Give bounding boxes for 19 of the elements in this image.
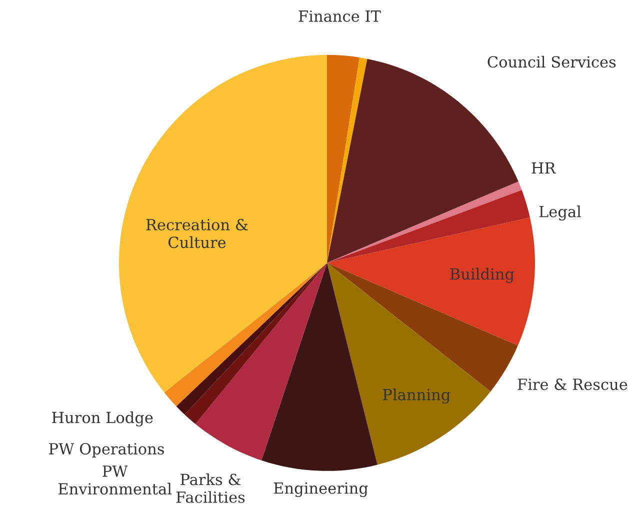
slice-label: HR [532,162,556,174]
slice-label: Council Services [488,56,616,68]
pie-slice [195,262,327,460]
slice-label: PW Environmental [58,466,172,495]
slice-label: Parks & Facilities [176,473,245,503]
slice-label: Legal [539,206,581,221]
slice-label: PW Operations [49,443,164,458]
slice-label: Recreation & Culture [146,218,248,248]
pie-slice [326,218,535,346]
pie-slice [261,262,378,471]
slice-label: Fire & Rescue [518,378,628,390]
slice-label: Finance IT [298,10,381,22]
slice-label: Engineering [274,482,368,498]
slice-label: Building [450,268,514,283]
pie-slice [326,57,368,263]
pie-slice [326,54,360,263]
slice-label: Huron Lodge [52,411,153,426]
slice-label: Planning [383,388,450,404]
pie-slice [119,54,327,392]
